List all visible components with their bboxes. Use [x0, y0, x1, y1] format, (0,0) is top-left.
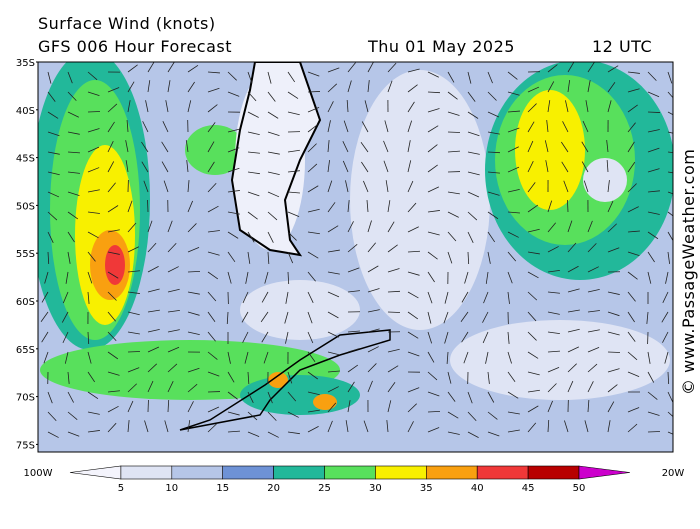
barb: [128, 351, 140, 352]
lon-label: 100W: [24, 468, 53, 479]
wind-area: [240, 375, 360, 415]
wind-area: [105, 245, 125, 285]
colorbar-arrow: [70, 466, 121, 479]
calm-area: [450, 320, 670, 400]
lat-label: 35S: [16, 58, 35, 69]
lat-label: 50S: [16, 201, 35, 212]
lat-label: 60S: [16, 297, 35, 308]
wind-area: [515, 90, 585, 210]
colorbar-label: 50: [573, 483, 586, 494]
date: Thu 01 May 2025: [367, 37, 515, 56]
lat-label: 55S: [16, 249, 35, 260]
calm-area: [240, 280, 360, 340]
colorbar-cell: [528, 466, 579, 479]
colorbar-label: 10: [165, 483, 178, 494]
lat-label: 75S: [16, 440, 35, 451]
barb: [88, 111, 100, 112]
colorbar: 5 10 15 20 25 30 35 40 45 50: [70, 466, 630, 494]
lat-label: 65S: [16, 345, 35, 356]
barb: [448, 132, 460, 133]
lat-label: 70S: [16, 393, 35, 404]
calm-area: [583, 158, 627, 202]
colorbar-label: 40: [471, 483, 484, 494]
time: 12 UTC: [592, 37, 652, 56]
lat-label: 40S: [16, 106, 35, 117]
colorbar-label: 30: [369, 483, 382, 494]
forecast: GFS 006 Hour Forecast: [38, 37, 232, 56]
colorbar-label: 25: [318, 483, 331, 494]
colorbar-cell: [121, 466, 172, 479]
colorbar-label: 15: [216, 483, 229, 494]
lat-label: 45S: [16, 154, 35, 165]
colorbar-cell: [426, 466, 477, 479]
credit: © www.PassageWeather.com: [679, 149, 698, 395]
colorbar-cell: [172, 466, 223, 479]
colorbar-cell: [325, 466, 376, 479]
colorbar-label: 35: [420, 483, 433, 494]
colorbar-cell: [375, 466, 426, 479]
colorbar-label: 5: [118, 483, 124, 494]
colorbar-label: 45: [522, 483, 535, 494]
colorbar-cell: [274, 466, 325, 479]
map-field: [30, 50, 680, 452]
colorbar-label: 20: [267, 483, 280, 494]
wind-area: [313, 394, 337, 410]
colorbar-cell: [223, 466, 274, 479]
barb: [308, 91, 320, 92]
colorbar-cell: [477, 466, 528, 479]
lon-label: 20W: [662, 468, 685, 479]
title: Surface Wind (knots): [38, 14, 216, 33]
